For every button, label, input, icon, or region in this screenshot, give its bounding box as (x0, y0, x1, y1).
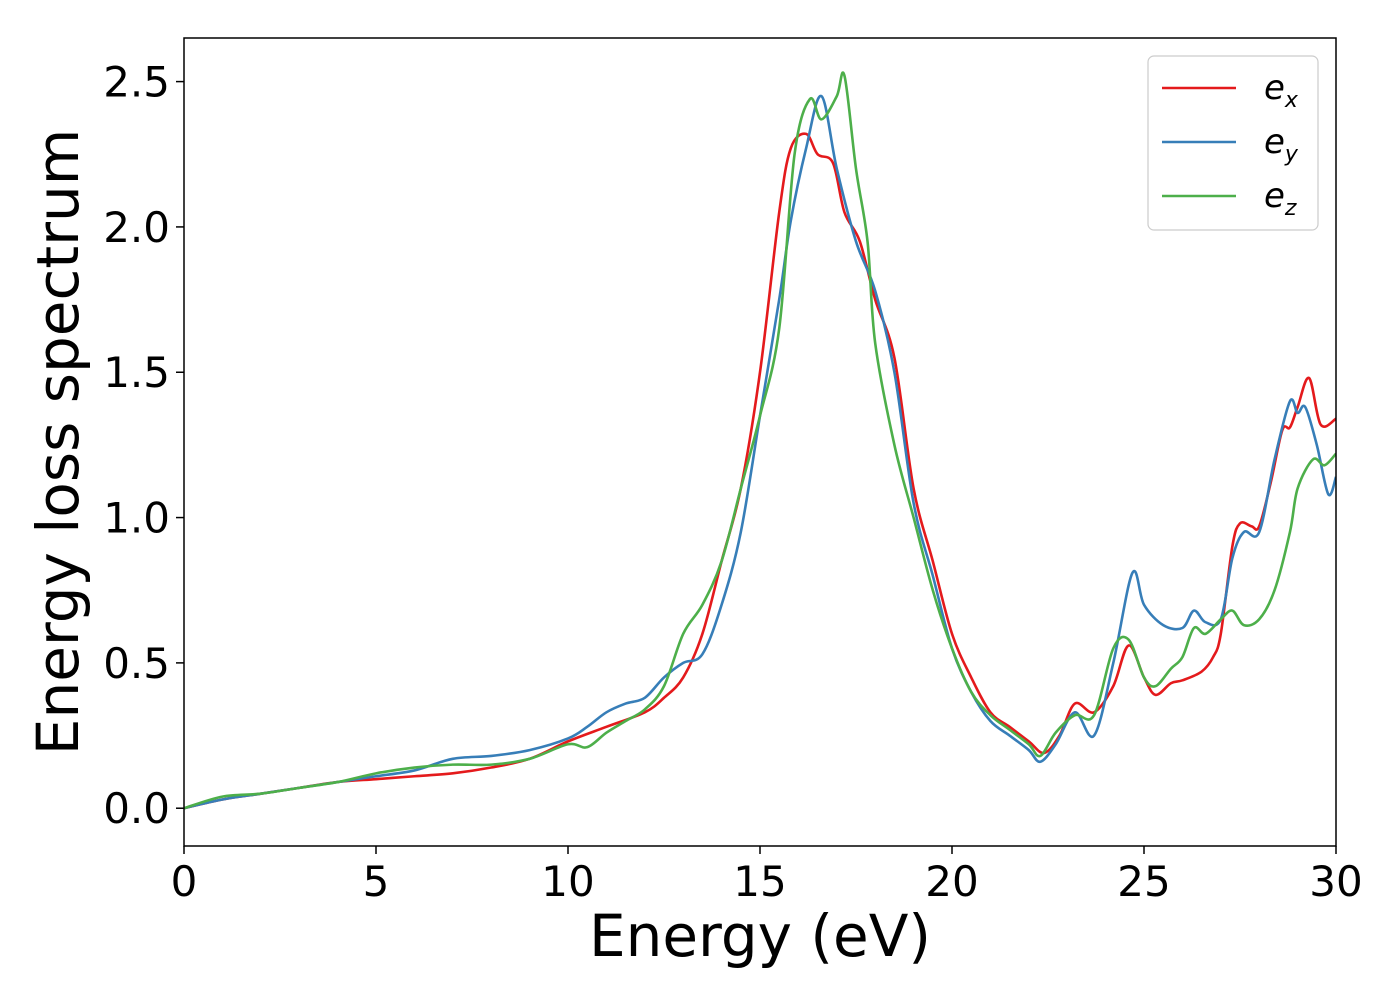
y-tick-label: 2.0 (103, 203, 170, 252)
y-tick-label: 0.5 (103, 639, 170, 688)
legend-label: ez (1264, 176, 1297, 221)
y-axis-ticks: 0.0 0.5 1.0 1.5 2.0 2.5 (103, 58, 184, 833)
y-tick-label: 1.5 (103, 348, 170, 397)
x-tick-label: 25 (1117, 857, 1170, 906)
x-tick-label: 20 (925, 857, 978, 906)
x-tick-label: 0 (171, 857, 198, 906)
x-tick-label: 30 (1309, 857, 1362, 906)
legend-item-z: ez (1162, 176, 1297, 221)
y-tick-label: 0.0 (103, 784, 170, 833)
legend-item-y: ey (1162, 122, 1299, 167)
legend-label-base: e (1264, 68, 1285, 108)
x-tick-label: 15 (733, 857, 786, 906)
legend-label: ex (1264, 68, 1299, 113)
legend-label-base: e (1264, 122, 1285, 162)
y-tick-label: 2.5 (103, 58, 170, 107)
y-axis-title: Energy loss spectrum (24, 129, 92, 755)
x-axis-ticks: 0 5 10 15 20 25 30 (171, 846, 1363, 906)
legend-label-subscript: x (1284, 88, 1299, 113)
legend-label-subscript: y (1284, 142, 1299, 167)
series-line-z (184, 71, 1336, 810)
legend-label-base: e (1264, 176, 1285, 216)
y-tick-label: 1.0 (103, 494, 170, 543)
x-tick-label: 10 (541, 857, 594, 906)
series-line-x (184, 132, 1336, 810)
legend-label-subscript: z (1284, 196, 1297, 221)
legend-item-x: ex (1162, 68, 1299, 113)
x-tick-label: 5 (363, 857, 390, 906)
x-axis-title: Energy (eV) (589, 902, 931, 970)
series-line-y (184, 94, 1336, 810)
legend-label: ey (1264, 122, 1299, 167)
plot-area (184, 71, 1336, 810)
series-layer (184, 71, 1336, 810)
